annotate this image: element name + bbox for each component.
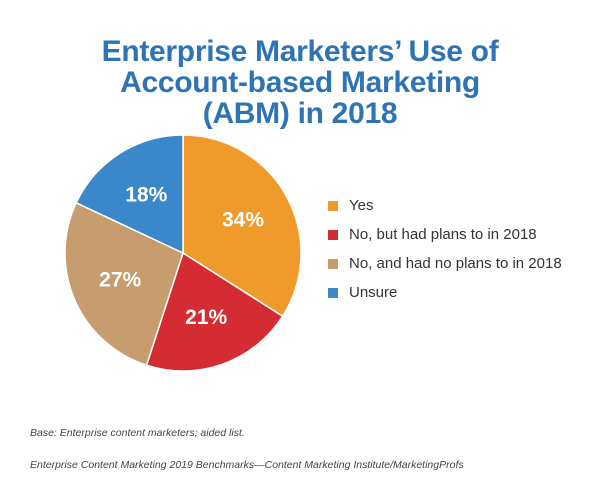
legend-label-yes: Yes <box>349 197 374 214</box>
chart-title-line-3: (ABM) in 2018 <box>202 97 398 130</box>
pie-data-label-yes: 34% <box>222 209 264 232</box>
chart-title-line-1: Enterprise Marketers’ Use of <box>101 35 499 68</box>
legend-item-no-and-had-no-plans: No, and had no plans to in 2018 <box>328 250 598 277</box>
legend-swatch-yes <box>328 200 338 211</box>
source-footnote: Enterprise Content Marketing 2019 Benchm… <box>30 459 464 471</box>
legend-item-unsure: Unsure <box>328 279 598 306</box>
pie-data-label-no-but-had-plans: 21% <box>185 306 227 329</box>
chart-legend: Yes No, but had plans to in 2018 No, and… <box>328 192 598 308</box>
legend-label-no-but-had-plans: No, but had plans to in 2018 <box>349 226 537 243</box>
chart-title: Enterprise Marketers’ Use of Account-bas… <box>0 36 600 129</box>
pie-data-label-no-and-had-no-plans: 27% <box>99 269 141 292</box>
legend-swatch-unsure <box>328 287 338 298</box>
base-footnote: Base: Enterprise content marketers; aide… <box>30 427 245 439</box>
pie-slice-no-and-had-no-plans <box>64 201 184 367</box>
legend-label-no-and-had-no-plans: No, and had no plans to in 2018 <box>349 255 562 272</box>
legend-label-unsure: Unsure <box>349 284 398 301</box>
pie-data-label-unsure: 18% <box>125 184 167 207</box>
legend-item-no-but-had-plans: No, but had plans to in 2018 <box>328 221 598 248</box>
pie-slice-no-but-had-plans <box>145 251 284 372</box>
pie-slice-unsure <box>75 134 184 255</box>
legend-item-yes: Yes <box>328 192 598 219</box>
legend-swatch-no-but-had-plans <box>328 229 338 240</box>
legend-swatch-no-and-had-no-plans <box>328 258 338 269</box>
chart-title-line-2: Account-based Marketing <box>120 66 480 99</box>
